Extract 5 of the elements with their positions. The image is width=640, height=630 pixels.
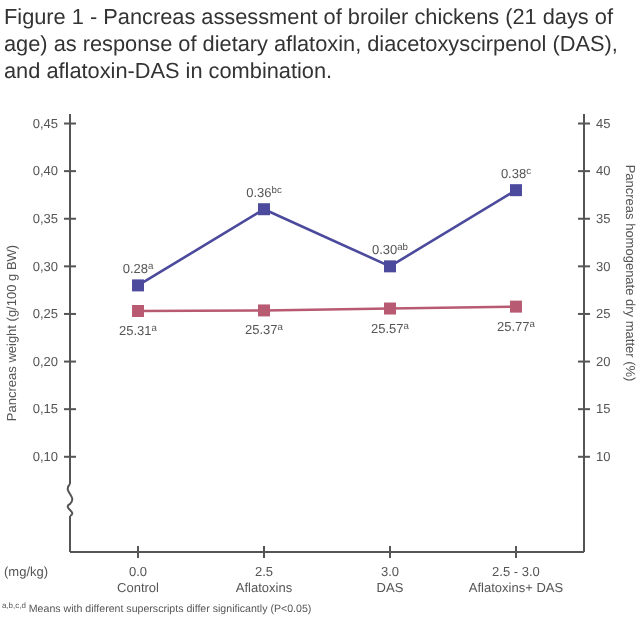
- point: [383, 260, 396, 273]
- point: [258, 203, 271, 216]
- point: [509, 184, 522, 197]
- point: [132, 279, 145, 292]
- chart-title: Figure 1 - Pancreas assessment of broiler chickens (21 days of age) as response of dietary aflatoxin, diacetoxyscirpenol (DAS), and aflatoxin-DAS in combination.: [4, 6, 618, 84]
